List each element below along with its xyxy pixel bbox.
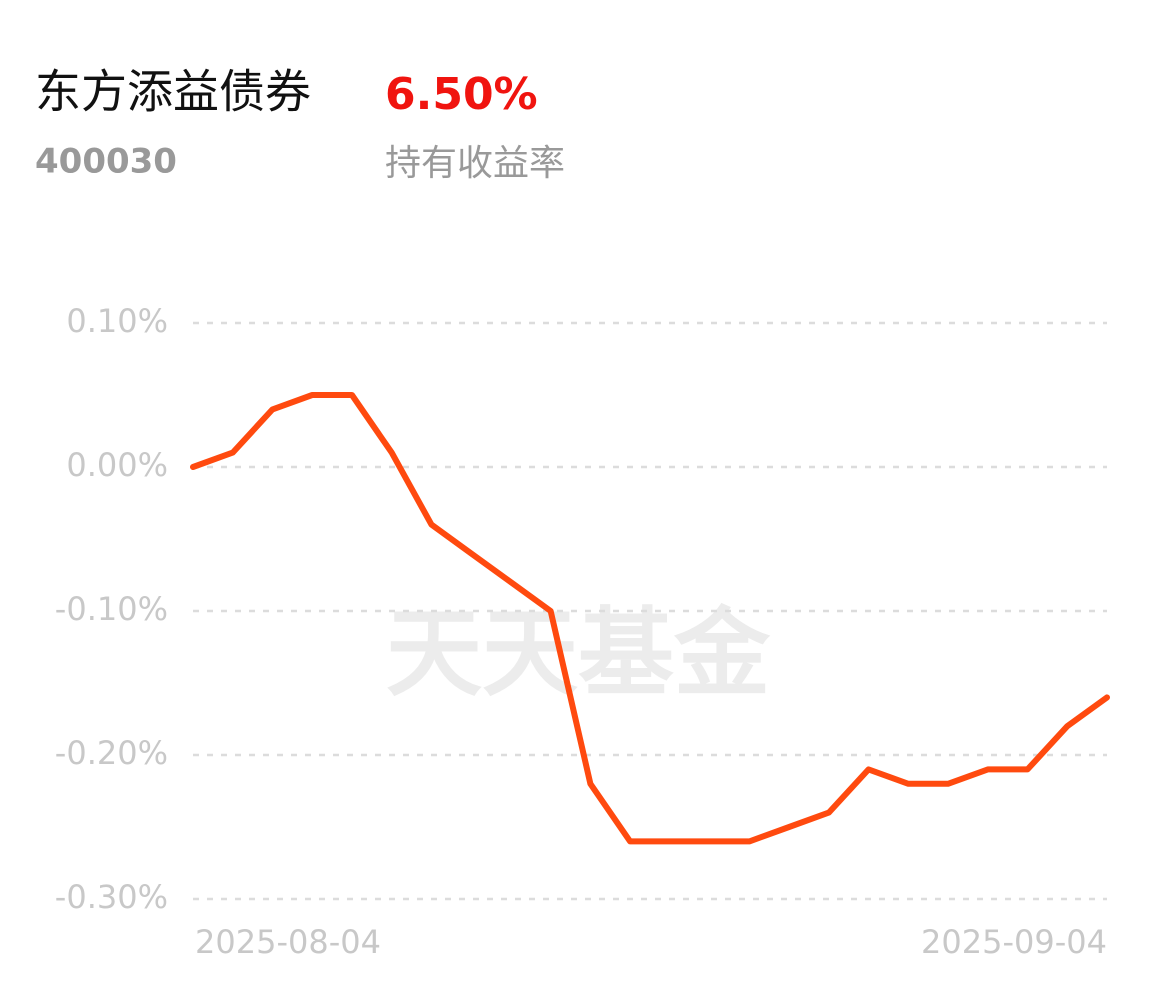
x-tick-label: 2025-09-04 xyxy=(921,923,1107,961)
y-tick-label: -0.20% xyxy=(55,734,168,772)
x-tick-label: 2025-08-04 xyxy=(195,923,381,961)
line-series xyxy=(190,392,1110,845)
y-tick-label: -0.10% xyxy=(55,590,168,628)
y-tick-label: 0.10% xyxy=(66,302,168,340)
yield-label: 持有收益率 xyxy=(385,143,565,184)
fund-title: 东方添益债券 xyxy=(35,65,311,119)
fund-code: 400030 xyxy=(35,142,177,182)
watermark: 天天基金 xyxy=(386,597,771,709)
y-tick-label: -0.30% xyxy=(55,878,168,916)
yield-value: 6.50% xyxy=(385,69,538,120)
y-tick-label: 0.00% xyxy=(66,446,168,484)
